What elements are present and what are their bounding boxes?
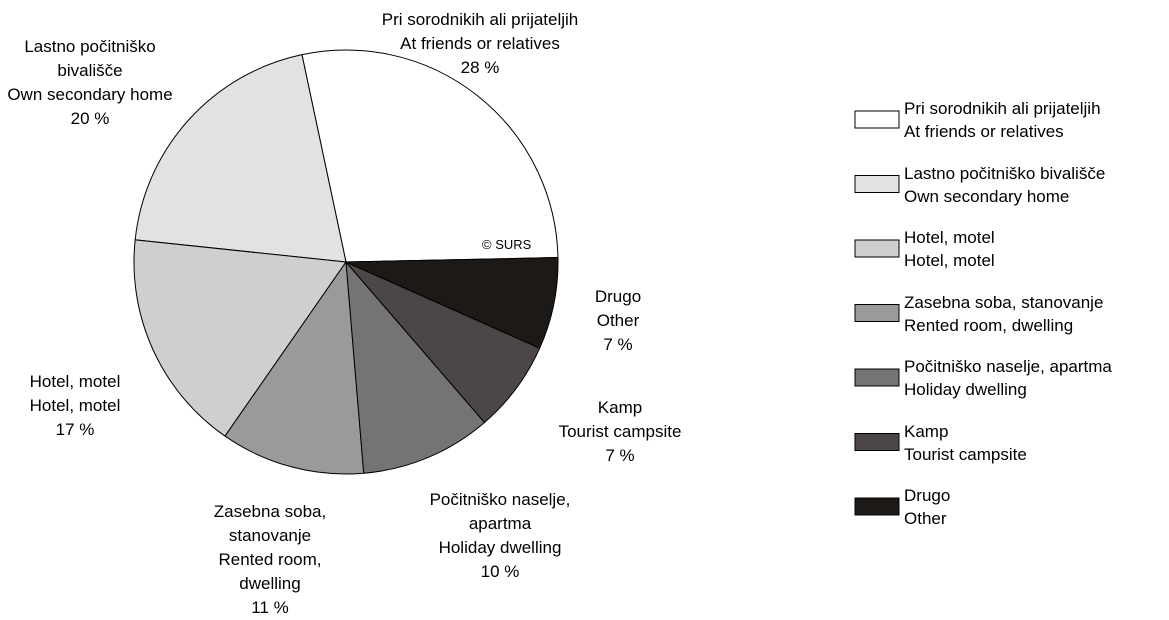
pie-slice: [345, 257, 559, 349]
label-english: Holiday dwelling: [438, 538, 562, 557]
legend-slovene: Drugo: [904, 486, 951, 505]
legend-swatch: [854, 497, 900, 516]
legend-slovene: Pri sorodnikih ali prijateljih: [904, 99, 1101, 118]
value-label: 20 %: [70, 109, 110, 128]
slice-label: Pri sorodnikih ali prijateljih At friends…: [320, 8, 640, 80]
legend-entry: Pri sorodnikih ali prijateljih At friends…: [904, 97, 1101, 143]
label-english: At friends or relatives: [400, 34, 560, 53]
label-slovene: Hotel, motel: [29, 372, 121, 391]
legend-entry: Hotel, motel Hotel, motel: [904, 226, 995, 272]
legend-swatch: [854, 368, 900, 387]
label-slovene: Lastno počitniško bivališče: [24, 37, 156, 80]
value-label: 28 %: [460, 58, 500, 77]
annotation: © SURS: [482, 237, 532, 252]
value-label: 17 %: [55, 420, 95, 439]
label-slovene: Drugo: [594, 287, 642, 306]
legend-entry: Zasebna soba, stanovanje Rented room, dwe…: [904, 291, 1103, 337]
label-english: Rented room, dwelling: [218, 550, 322, 593]
label-slovene: Počitniško naselje, apartma: [429, 490, 571, 533]
legend-english: Tourist campsite: [904, 444, 1027, 464]
legend-swatch: [854, 433, 900, 451]
pie-slice: [301, 49, 559, 263]
legend-slovene: Kamp: [904, 421, 949, 441]
legend-entry: Kamp Tourist campsite: [904, 420, 1027, 466]
legend-english: Holiday dwelling: [904, 380, 1027, 399]
label-slovene: Pri sorodnikih ali prijateljih: [381, 10, 579, 29]
value-label: 7 %: [603, 335, 633, 354]
slice-label: Drugo Other 7 %: [558, 285, 678, 357]
legend-entry: Počitniško naselje, apartma Holiday dwell…: [904, 355, 1112, 401]
label-english: Other: [596, 311, 640, 330]
slice-label: Kamp Tourist campsite 7 %: [545, 396, 695, 468]
slice-label: Počitniško naselje, apartma Holiday dwell…: [405, 488, 595, 584]
label-english: Tourist campsite: [558, 422, 682, 441]
legend-slovene: Počitniško naselje, apartma: [904, 357, 1112, 376]
value-label: 11 %: [251, 598, 289, 617]
legend-english: Rented room, dwelling: [904, 315, 1074, 335]
pie-slice: [133, 239, 347, 437]
legend-entry: Drugo Other: [904, 484, 950, 530]
label-english: Hotel, motel: [29, 396, 121, 415]
slice-label: Zasebna soba, stanovanje Rented room, dwe…: [195, 500, 345, 620]
slice-label: Lastno počitniško bivališče Own secondary…: [5, 35, 175, 131]
legend-english: At friends or relatives: [904, 122, 1064, 141]
legend-english: Hotel, motel: [904, 251, 995, 270]
legend-swatch: [854, 110, 900, 129]
label-english: Own secondary home: [7, 85, 173, 104]
legend-english: Own secondary home: [904, 186, 1070, 206]
pie-slice: [345, 260, 486, 474]
legend-swatch: [854, 239, 900, 258]
legend-swatch: [854, 304, 900, 322]
pie-slice: [134, 54, 347, 263]
legend-entry: Lastno počitniško bivališče Own secondary…: [904, 162, 1105, 208]
label-slovene: Zasebna soba, stanovanje: [213, 502, 327, 545]
legend-swatch: [854, 175, 900, 193]
legend-slovene: Zasebna soba, stanovanje: [904, 292, 1104, 312]
pie-slice: [224, 260, 365, 475]
legend-slovene: Hotel, motel: [904, 228, 995, 247]
value-label: 7 %: [605, 446, 635, 465]
legend-slovene: Lastno počitniško bivališče: [904, 163, 1106, 183]
value-label: 10 %: [480, 562, 520, 581]
slice-label: Hotel, motel Hotel, motel 17 %: [0, 370, 150, 442]
legend-english: Other: [904, 509, 947, 528]
label-slovene: Kamp: [597, 398, 643, 417]
